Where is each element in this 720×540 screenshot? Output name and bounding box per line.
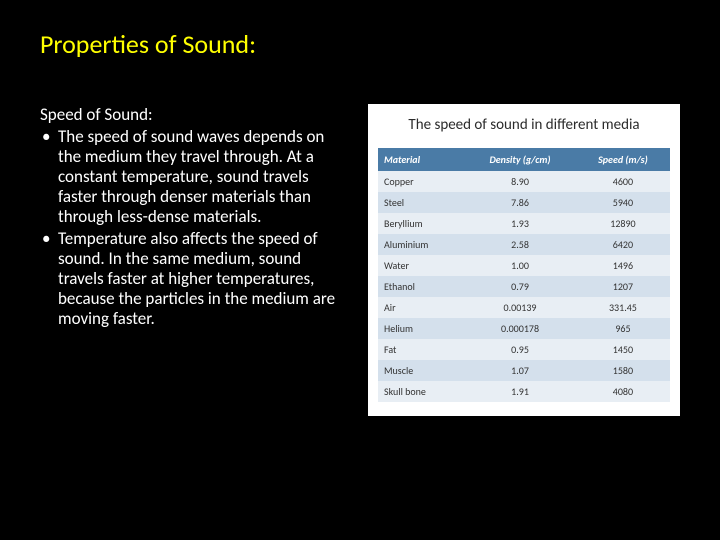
cell-speed: 965 <box>576 318 670 339</box>
cell-material: Helium <box>378 318 464 339</box>
cell-speed: 1580 <box>576 360 670 381</box>
bullet-item: The speed of sound waves depends on the … <box>40 127 350 227</box>
cell-material: Skull bone <box>378 381 464 402</box>
cell-material: Steel <box>378 192 464 213</box>
slide-title: Properties of Sound: <box>40 28 680 60</box>
table-row: Steel7.865940 <box>378 192 670 213</box>
cell-speed: 1450 <box>576 339 670 360</box>
cell-speed: 5940 <box>576 192 670 213</box>
table-row: Muscle1.071580 <box>378 360 670 381</box>
bullet-list: The speed of sound waves depends on the … <box>40 127 350 329</box>
table-row: Ethanol0.791207 <box>378 276 670 297</box>
col-speed: Speed (m/s) <box>576 148 670 171</box>
cell-material: Beryllium <box>378 213 464 234</box>
cell-density: 1.93 <box>464 213 576 234</box>
cell-material: Air <box>378 297 464 318</box>
cell-density: 8.90 <box>464 171 576 192</box>
cell-material: Fat <box>378 339 464 360</box>
cell-speed: 331.45 <box>576 297 670 318</box>
subheading: Speed of Sound: <box>40 104 350 125</box>
cell-material: Ethanol <box>378 276 464 297</box>
sound-speed-table: Material Density (g/cm) Speed (m/s) Copp… <box>378 148 670 402</box>
table-panel: The speed of sound in different media Ma… <box>368 104 680 416</box>
cell-material: Copper <box>378 171 464 192</box>
cell-density: 1.00 <box>464 255 576 276</box>
table-row: Skull bone1.914080 <box>378 381 670 402</box>
cell-material: Muscle <box>378 360 464 381</box>
cell-material: Aluminium <box>378 234 464 255</box>
content-row: Speed of Sound: The speed of sound waves… <box>40 104 680 416</box>
table-row: Water1.001496 <box>378 255 670 276</box>
cell-speed: 4080 <box>576 381 670 402</box>
cell-density: 0.00139 <box>464 297 576 318</box>
bullet-item: Temperature also affects the speed of so… <box>40 229 350 329</box>
table-row: Beryllium1.9312890 <box>378 213 670 234</box>
table-row: Helium0.000178965 <box>378 318 670 339</box>
table-row: Copper8.904600 <box>378 171 670 192</box>
table-row: Aluminium2.586420 <box>378 234 670 255</box>
cell-density: 0.000178 <box>464 318 576 339</box>
cell-speed: 6420 <box>576 234 670 255</box>
cell-density: 1.07 <box>464 360 576 381</box>
cell-speed: 1496 <box>576 255 670 276</box>
col-density: Density (g/cm) <box>464 148 576 171</box>
text-column: Speed of Sound: The speed of sound waves… <box>40 104 350 331</box>
col-material: Material <box>378 148 464 171</box>
table-body: Copper8.904600 Steel7.865940 Beryllium1.… <box>378 171 670 402</box>
cell-density: 1.91 <box>464 381 576 402</box>
cell-density: 7.86 <box>464 192 576 213</box>
table-header-row: Material Density (g/cm) Speed (m/s) <box>378 148 670 171</box>
cell-speed: 12890 <box>576 213 670 234</box>
cell-material: Water <box>378 255 464 276</box>
cell-density: 0.95 <box>464 339 576 360</box>
cell-density: 2.58 <box>464 234 576 255</box>
table-row: Air0.00139331.45 <box>378 297 670 318</box>
table-row: Fat0.951450 <box>378 339 670 360</box>
cell-speed: 4600 <box>576 171 670 192</box>
table-title: The speed of sound in different media <box>378 116 670 134</box>
slide: Properties of Sound: Speed of Sound: The… <box>0 0 720 540</box>
cell-density: 0.79 <box>464 276 576 297</box>
cell-speed: 1207 <box>576 276 670 297</box>
